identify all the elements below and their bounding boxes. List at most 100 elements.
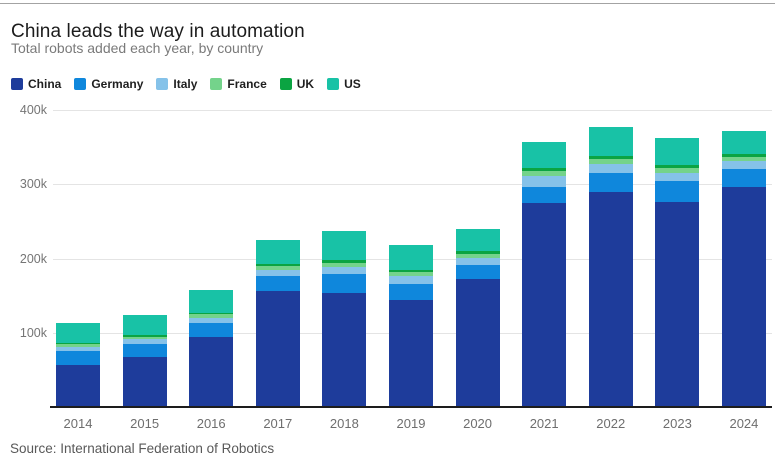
legend-item-france: France <box>210 77 267 91</box>
x-tick-label: 2021 <box>529 416 559 431</box>
bar-segment-uk <box>388 270 433 273</box>
bar-segment-italy <box>455 257 500 265</box>
legend-label: Italy <box>173 77 198 91</box>
bar-group-2018: 2018 <box>322 230 367 431</box>
legend-item-italy: Italy <box>156 77 197 91</box>
bar-segment-germany <box>255 275 300 292</box>
bar-segment-france <box>522 171 567 176</box>
bar-segment-germany <box>455 264 500 280</box>
legend-swatch-uk <box>279 78 292 90</box>
bar-group-2023: 2023 <box>655 137 700 431</box>
x-tick-label: 2023 <box>662 416 692 431</box>
bar-segment-us <box>388 244 433 271</box>
bar-segment-china <box>255 291 300 407</box>
bar-segment-us <box>588 126 633 156</box>
bar-group-2014: 2014 <box>56 323 100 431</box>
legend-item-uk: UK <box>279 77 315 91</box>
source-attribution: Source: International Federation of Robo… <box>10 441 275 456</box>
y-tick-label: 100k <box>19 325 47 340</box>
bar-group-2015: 2015 <box>122 314 167 431</box>
bar-segment-us <box>522 142 567 169</box>
bar-segment-italy <box>122 339 167 344</box>
legend-label: China <box>28 77 62 91</box>
x-tick-label: 2018 <box>329 416 359 431</box>
bar-segment-germany <box>189 323 234 337</box>
legend-label: France <box>227 77 267 91</box>
bar-segment-china <box>322 292 367 407</box>
x-axis-line <box>50 406 772 408</box>
x-tick-label: 2022 <box>596 416 626 431</box>
bar-segment-china <box>588 191 633 407</box>
bar-group-2022: 2022 <box>588 126 633 431</box>
bar-segment-china <box>721 187 766 407</box>
bar-segment-italy <box>255 269 300 276</box>
bar-group-2024: 2024 <box>721 131 766 431</box>
bar-segment-china <box>56 364 100 407</box>
bar-segment-china <box>522 202 567 407</box>
bar-segment-us <box>721 131 766 154</box>
bar-segment-us <box>455 228 500 251</box>
bar-segment-france <box>255 266 300 270</box>
legend-label: US <box>344 77 361 91</box>
bar-segment-china <box>455 279 500 407</box>
bar-segment-uk <box>721 153 766 157</box>
bar-segment-france <box>455 253 500 258</box>
bar-segment-italy <box>388 276 433 285</box>
gridline-300k <box>53 184 772 186</box>
bar-segment-us <box>255 239 300 265</box>
bar-group-2017: 2017 <box>255 239 300 431</box>
legend-swatch-germany <box>74 78 87 90</box>
legend-swatch-italy <box>156 78 169 90</box>
legend-item-germany: Germany <box>74 77 143 91</box>
bar-segment-italy <box>56 346 100 352</box>
bar-segment-china <box>122 356 167 407</box>
bar-segment-uk <box>655 165 700 169</box>
y-tick-label: 400k <box>19 103 47 118</box>
bar-segment-italy <box>655 173 700 182</box>
bar-segment-us <box>322 230 367 261</box>
legend-swatch-us <box>327 78 340 90</box>
bar-segment-france <box>588 158 633 165</box>
legend-label: Germany <box>91 77 144 91</box>
bar-segment-france <box>322 262 367 267</box>
legend-item-china: China <box>11 77 61 91</box>
bar-segment-france <box>56 344 100 347</box>
y-tick-label: 200k <box>19 251 47 266</box>
bar-segment-uk <box>56 342 100 345</box>
legend-item-us: US <box>327 77 361 91</box>
y-tick-label: 300k <box>19 177 47 192</box>
bar-segment-us <box>189 289 234 313</box>
gridline-400k <box>53 110 772 112</box>
bar-segment-italy <box>322 266 367 275</box>
bar-segment-germany <box>588 172 633 192</box>
bar-segment-uk <box>189 312 234 315</box>
bar-segment-france <box>189 314 234 318</box>
bar-segment-uk <box>455 250 500 254</box>
legend: China Germany Italy France UK US <box>11 77 361 91</box>
bar-segment-uk <box>322 260 367 263</box>
legend-swatch-france <box>210 78 223 90</box>
bar-groups: 2014 2015 2016 2017 2018 2019 2020 2021 2022 2023… <box>56 110 766 431</box>
x-tick-label: 2016 <box>196 416 226 431</box>
x-tick-label: 2024 <box>729 416 759 431</box>
chart-title: China leads the way in automation <box>11 20 305 42</box>
bar-group-2019: 2019 <box>388 244 433 431</box>
chart-subtitle: Total robots added each year, by country <box>11 40 264 56</box>
bar-segment-uk <box>522 168 567 172</box>
bar-segment-china <box>388 299 433 407</box>
legend-label: UK <box>296 77 315 91</box>
bar-segment-italy <box>721 161 766 169</box>
bar-segment-germany <box>322 274 367 293</box>
bar-segment-france <box>388 272 433 277</box>
bar-segment-us <box>655 137 700 166</box>
x-tick-label: 2015 <box>130 416 160 431</box>
bar-segment-uk <box>122 335 167 337</box>
bar-segment-italy <box>522 175 567 187</box>
bar-segment-france <box>721 156 766 162</box>
x-tick-label: 2017 <box>263 416 293 431</box>
bar-segment-uk <box>588 155 633 159</box>
bar-segment-china <box>189 336 234 407</box>
bar-segment-us <box>56 323 100 343</box>
bar-segment-france <box>122 336 167 340</box>
